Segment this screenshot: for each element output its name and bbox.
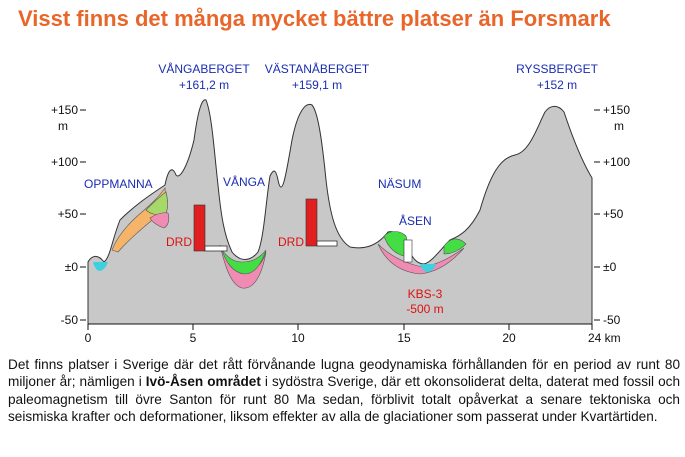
y-tick-label: -50 bbox=[61, 313, 79, 327]
drd-shaft-2 bbox=[305, 198, 318, 247]
x-tick-label: 5 bbox=[190, 331, 197, 345]
area-label-nasum: NÄSUM bbox=[378, 177, 421, 191]
x-tick-label: 15 bbox=[397, 331, 411, 345]
y-axis-left: +150 m +100 +50 ±0 -50 bbox=[51, 103, 86, 327]
peak-height-vangaberget: +161,2 m bbox=[179, 78, 229, 92]
y-tick-label: +150 bbox=[51, 103, 78, 117]
y-tick-label: +50 bbox=[603, 207, 624, 221]
page-title: Visst finns det många mycket bättre plat… bbox=[18, 6, 611, 31]
y-axis-unit: m bbox=[614, 119, 624, 133]
kbs-depth-label: -500 m bbox=[406, 302, 443, 316]
kbs-label: KBS-3 bbox=[408, 287, 443, 301]
y-axis-unit: m bbox=[58, 119, 68, 133]
caption-part-2: i sydöstra Sverige, där ett okonsolidera… bbox=[8, 374, 680, 425]
caption-text: Det finns platser i Sverige där det rått… bbox=[8, 356, 680, 426]
oppmanna-pink-layer bbox=[149, 212, 170, 229]
y-tick-label: +100 bbox=[51, 155, 78, 169]
peak-name-vastanaberget: VÄSTANÅBERGET bbox=[265, 61, 370, 76]
x-tick-label: 24 km bbox=[588, 331, 621, 345]
drd-tunnel-2 bbox=[316, 240, 338, 247]
peak-height-vastanaberget: +159,1 m bbox=[292, 78, 342, 92]
geological-cross-section: +150 m +100 +50 ±0 -50 +150 m +100 +50 ±… bbox=[51, 61, 630, 345]
area-label-oppmanna: OPPMANNA bbox=[84, 177, 153, 191]
peak-name-ryssberget: RYSSBERGET bbox=[516, 62, 598, 76]
y-tick-label: ±0 bbox=[603, 260, 617, 274]
y-tick-label: +100 bbox=[603, 155, 630, 169]
drd-tunnel-1 bbox=[204, 245, 228, 252]
drd-label-2: DRD bbox=[278, 235, 304, 249]
caption-highlight: Ivö-Åsen området bbox=[145, 374, 261, 390]
x-tick-label: 20 bbox=[502, 331, 516, 345]
vanga-green-layer bbox=[221, 249, 267, 275]
y-tick-label: ±0 bbox=[65, 260, 79, 274]
nasum-green-layer-right bbox=[443, 238, 467, 255]
water-right bbox=[420, 264, 436, 272]
peak-name-vangaberget: VÅNGABERGET bbox=[158, 61, 250, 76]
x-axis: 0 5 10 15 20 24 km bbox=[85, 323, 621, 345]
oppmanna-green-layer bbox=[145, 191, 168, 216]
peak-height-ryssberget: +152 m bbox=[537, 78, 577, 92]
drd-label-1: DRD bbox=[166, 235, 192, 249]
y-axis-right: +150 m +100 +50 ±0 -50 bbox=[594, 103, 630, 327]
x-tick-label: 0 bbox=[85, 331, 92, 345]
water-left bbox=[93, 262, 108, 271]
x-tick-label: 10 bbox=[291, 331, 305, 345]
terrain-profile bbox=[87, 99, 593, 325]
y-tick-label: +50 bbox=[58, 207, 79, 221]
area-label-asen: ÅSEN bbox=[399, 213, 432, 228]
asen-block bbox=[403, 239, 413, 263]
area-label-vanga: VÅNGA bbox=[223, 174, 265, 189]
y-tick-label: -50 bbox=[603, 313, 621, 327]
drd-shaft-1 bbox=[193, 204, 206, 252]
caption-part-1: Det finns platser i Sverige där det rått… bbox=[8, 357, 680, 390]
y-tick-label: +150 bbox=[603, 103, 630, 117]
